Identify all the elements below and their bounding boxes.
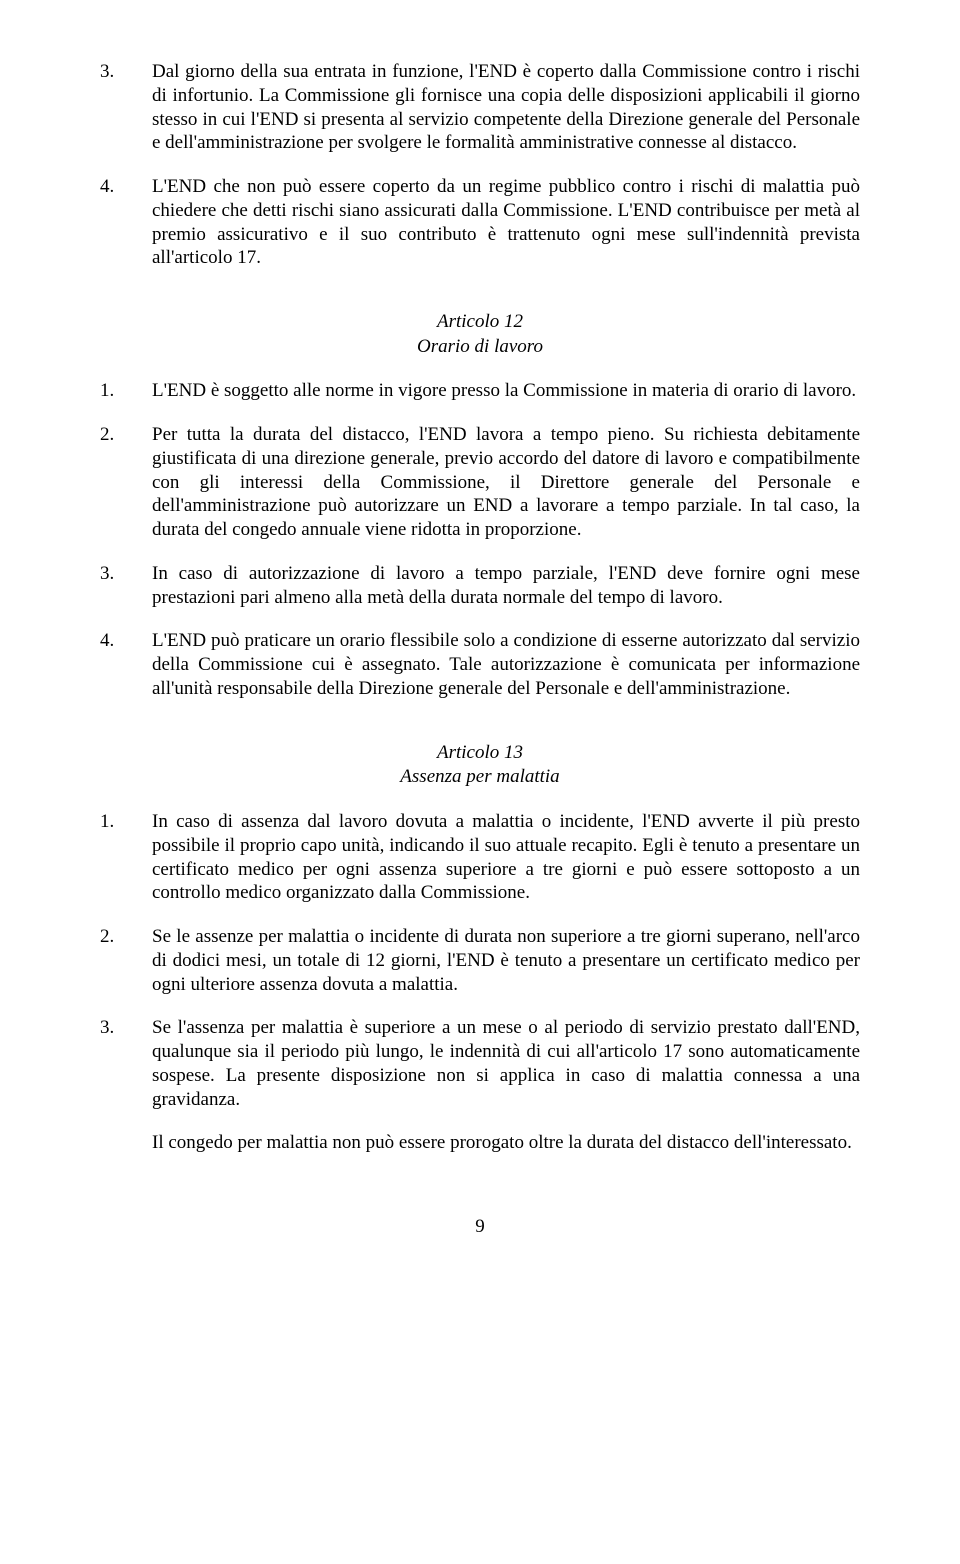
article-heading: Articolo 13 Assenza per malattia — [100, 741, 860, 790]
article-heading: Articolo 12 Orario di lavoro — [100, 310, 860, 359]
article-subtitle: Assenza per malattia — [100, 765, 860, 790]
item-number: 2. — [100, 423, 152, 542]
item-text: Se l'assenza per malattia è superiore a … — [152, 1016, 860, 1111]
list-item: 4. L'END può praticare un orario flessib… — [100, 629, 860, 700]
item-text: L'END può praticare un orario flessibile… — [152, 629, 860, 700]
item-number: 4. — [100, 629, 152, 700]
list-item: 4. L'END che non può essere coperto da u… — [100, 175, 860, 270]
list-item: 3. Dal giorno della sua entrata in funzi… — [100, 60, 860, 155]
item-number: 3. — [100, 60, 152, 155]
item-number: 1. — [100, 810, 152, 905]
trailing-paragraph: Il congedo per malattia non può essere p… — [152, 1131, 860, 1155]
article-title: Articolo 12 — [100, 310, 860, 335]
item-text: Se le assenze per malattia o incidente d… — [152, 925, 860, 996]
list-item: 1. In caso di assenza dal lavoro dovuta … — [100, 810, 860, 905]
list-item: 1. L'END è soggetto alle norme in vigore… — [100, 379, 860, 403]
item-text: Dal giorno della sua entrata in funzione… — [152, 60, 860, 155]
item-number: 1. — [100, 379, 152, 403]
list-item: 3. Se l'assenza per malattia è superiore… — [100, 1016, 860, 1111]
article-title: Articolo 13 — [100, 741, 860, 766]
list-item: 2. Se le assenze per malattia o incident… — [100, 925, 860, 996]
item-text: L'END è soggetto alle norme in vigore pr… — [152, 379, 860, 403]
item-text: Per tutta la durata del distacco, l'END … — [152, 423, 860, 542]
item-number: 3. — [100, 562, 152, 610]
page-number: 9 — [100, 1215, 860, 1239]
list-item: 3. In caso di autorizzazione di lavoro a… — [100, 562, 860, 610]
item-number: 2. — [100, 925, 152, 996]
item-number: 3. — [100, 1016, 152, 1111]
item-number: 4. — [100, 175, 152, 270]
item-text: In caso di autorizzazione di lavoro a te… — [152, 562, 860, 610]
item-text: In caso di assenza dal lavoro dovuta a m… — [152, 810, 860, 905]
list-item: 2. Per tutta la durata del distacco, l'E… — [100, 423, 860, 542]
article-subtitle: Orario di lavoro — [100, 335, 860, 360]
item-text: L'END che non può essere coperto da un r… — [152, 175, 860, 270]
